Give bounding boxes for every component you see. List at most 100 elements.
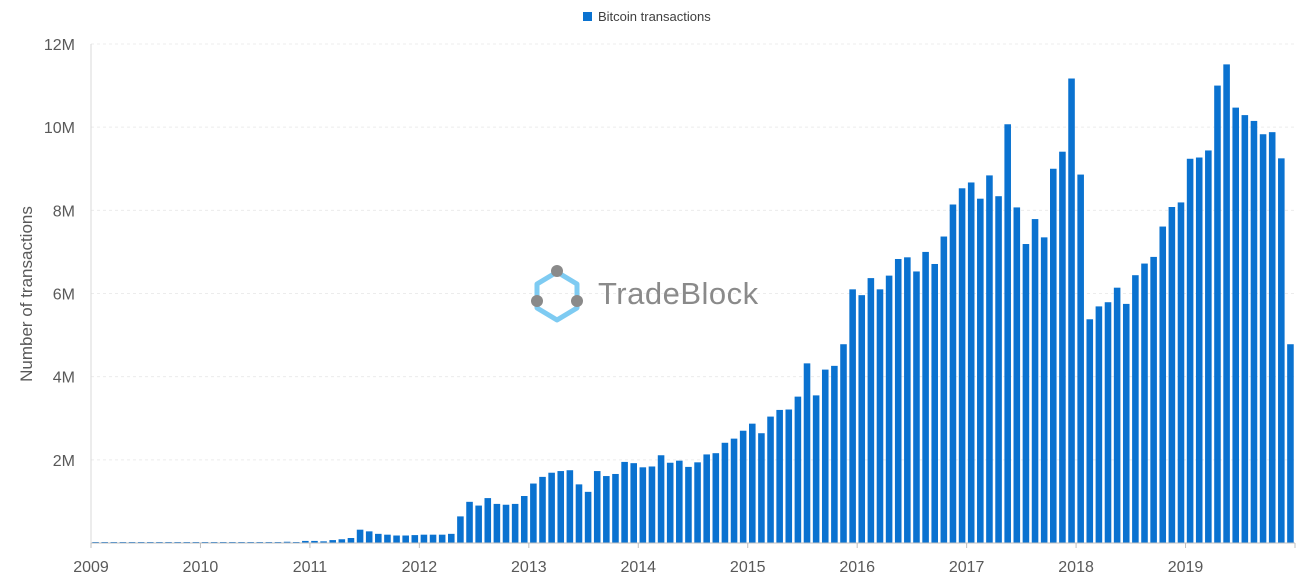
bar-56 bbox=[603, 476, 610, 543]
bar-88 bbox=[894, 258, 902, 543]
bar-106 bbox=[1059, 151, 1066, 543]
bar-70 bbox=[730, 438, 738, 543]
bar-57 bbox=[612, 473, 619, 543]
bar-113 bbox=[1122, 303, 1130, 543]
bar-129 bbox=[1268, 132, 1276, 543]
bar-82 bbox=[840, 344, 847, 543]
bar-48 bbox=[530, 483, 537, 543]
watermark-text: TradeBlock bbox=[598, 276, 759, 311]
legend-swatch bbox=[583, 12, 592, 21]
bar-60 bbox=[639, 467, 647, 543]
bar-52 bbox=[566, 470, 574, 543]
bar-45 bbox=[502, 504, 510, 543]
bar-67 bbox=[703, 454, 710, 543]
legend: Bitcoin transactions bbox=[583, 9, 711, 24]
legend-label: Bitcoin transactions bbox=[598, 9, 711, 24]
bar-39 bbox=[448, 533, 455, 543]
bar-83 bbox=[849, 289, 856, 543]
bar-98 bbox=[986, 175, 993, 543]
bar-41 bbox=[466, 501, 473, 543]
y-axis-label: Number of transactions bbox=[17, 206, 36, 382]
bar-40 bbox=[457, 516, 464, 543]
bar-120 bbox=[1186, 158, 1194, 543]
bar-104 bbox=[1040, 237, 1048, 544]
bar-122 bbox=[1205, 150, 1212, 543]
bar-66 bbox=[694, 462, 701, 543]
bar-24 bbox=[311, 540, 318, 543]
x-tick-label-9: 2018 bbox=[1058, 559, 1094, 576]
bar-93 bbox=[940, 236, 948, 543]
bar-84 bbox=[858, 295, 866, 543]
bar-49 bbox=[539, 476, 546, 543]
bar-42 bbox=[475, 505, 482, 543]
x-tick-label-3: 2012 bbox=[402, 559, 438, 576]
bar-108 bbox=[1077, 174, 1084, 543]
bar-96 bbox=[967, 182, 975, 543]
tradeblock-watermark: TradeBlock bbox=[531, 265, 759, 323]
bar-63 bbox=[666, 462, 674, 543]
bar-126 bbox=[1241, 115, 1249, 544]
bar-80 bbox=[821, 369, 829, 543]
bar-32 bbox=[384, 534, 391, 543]
bar-37 bbox=[429, 534, 437, 543]
bar-115 bbox=[1141, 263, 1148, 543]
x-tick-label-6: 2015 bbox=[730, 559, 766, 576]
bar-74 bbox=[767, 416, 774, 543]
bar-109 bbox=[1086, 319, 1094, 543]
x-tick-label-1: 2010 bbox=[183, 559, 219, 576]
y-tick-label-1: 4M bbox=[53, 370, 75, 387]
bar-128 bbox=[1259, 134, 1267, 544]
x-tick-labels: 2009 2010 2011 2012 2013 2014 2015 2016 2017 2018… bbox=[73, 543, 1296, 576]
bar-107 bbox=[1068, 78, 1075, 543]
bar-series bbox=[92, 64, 1294, 544]
bar-111 bbox=[1104, 302, 1112, 543]
bar-27 bbox=[338, 539, 346, 543]
bar-38 bbox=[438, 534, 446, 543]
bar-46 bbox=[511, 503, 519, 543]
bar-54 bbox=[584, 491, 592, 543]
bar-125 bbox=[1232, 107, 1239, 544]
bar-86 bbox=[876, 289, 884, 543]
y-tick-labels: 2M 4M 6M 8M 10M 12M bbox=[44, 37, 75, 470]
bar-102 bbox=[1022, 244, 1030, 543]
bar-58 bbox=[621, 461, 628, 543]
bar-34 bbox=[402, 535, 409, 543]
bar-112 bbox=[1113, 287, 1121, 543]
bar-85 bbox=[867, 278, 875, 543]
bar-118 bbox=[1168, 207, 1176, 543]
bar-94 bbox=[949, 204, 957, 543]
bar-100 bbox=[1004, 124, 1011, 543]
tradeblock-logo-icon bbox=[534, 269, 580, 323]
axes bbox=[90, 44, 1295, 544]
bar-123 bbox=[1214, 85, 1221, 543]
y-tick-label-2: 6M bbox=[53, 287, 75, 304]
bar-62 bbox=[657, 455, 665, 543]
bar-99 bbox=[995, 196, 1002, 543]
bar-47 bbox=[520, 496, 528, 543]
bar-69 bbox=[721, 442, 729, 543]
bar-116 bbox=[1150, 256, 1157, 543]
bar-68 bbox=[712, 453, 720, 543]
bar-78 bbox=[803, 363, 811, 543]
bar-89 bbox=[904, 257, 911, 543]
bar-95 bbox=[958, 188, 966, 544]
bar-114 bbox=[1132, 275, 1139, 543]
x-tick-label-4: 2013 bbox=[511, 559, 547, 576]
x-tick-label-2: 2011 bbox=[293, 559, 328, 576]
bar-28 bbox=[347, 538, 355, 543]
bar-44 bbox=[493, 503, 501, 543]
y-tick-label-0: 2M bbox=[53, 453, 75, 470]
bar-81 bbox=[831, 365, 838, 543]
bar-36 bbox=[420, 534, 428, 543]
bar-65 bbox=[685, 466, 692, 543]
x-tick-label-8: 2017 bbox=[949, 559, 985, 576]
bar-53 bbox=[575, 484, 583, 543]
bar-77 bbox=[794, 396, 802, 543]
bar-61 bbox=[648, 466, 656, 543]
bar-50 bbox=[548, 472, 555, 543]
bar-87 bbox=[885, 275, 893, 543]
bar-25 bbox=[320, 541, 327, 543]
bar-127 bbox=[1250, 120, 1258, 544]
bar-91 bbox=[922, 251, 929, 544]
